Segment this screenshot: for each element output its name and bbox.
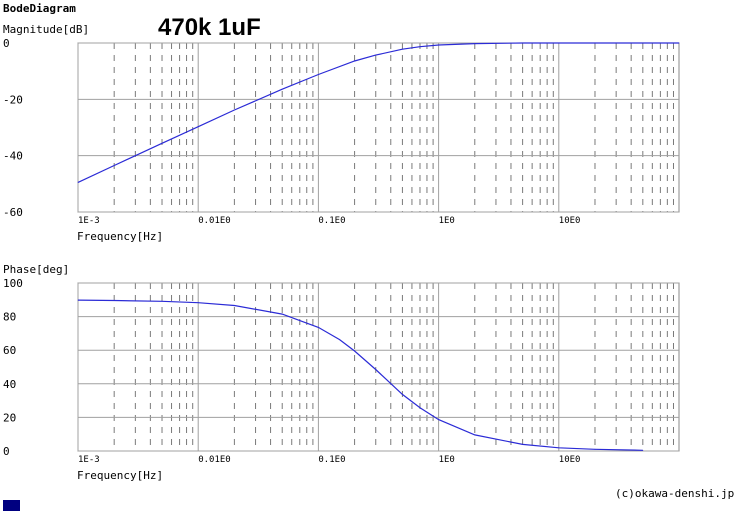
magnitude-series-line	[77, 42, 679, 183]
magnitude-data-point	[419, 46, 421, 48]
magnitude-plot: 0 -20 -40 -60 1E-3 0.01E0 0.1E0 1E0 10E0	[3, 37, 680, 226]
magnitude-data-point	[522, 42, 524, 44]
phase-data-point	[474, 434, 476, 436]
magnitude-data-point	[375, 54, 377, 56]
magnitude-ytick-label: -60	[3, 206, 23, 219]
phase-data-point	[354, 350, 355, 352]
app-title: BodeDiagram	[3, 2, 76, 15]
magnitude-data-point	[161, 142, 163, 144]
phase-data-point	[558, 447, 560, 449]
phase-plot: 100 80 60 40 20 0 1E-3 0.01E0 0.1E0 1E0 10E0	[3, 277, 680, 465]
phase-data-point	[642, 449, 644, 451]
magnitude-xtick-label: 1E-3	[78, 216, 100, 226]
magnitude-data-point	[438, 44, 439, 46]
phase-ytick-label: 100	[3, 277, 23, 290]
phase-data-point	[281, 313, 283, 315]
phase-data-point	[233, 305, 235, 306]
magnitude-data-point	[281, 88, 283, 90]
phase-xtick-label: 1E0	[439, 455, 455, 465]
magnitude-data-point	[318, 74, 319, 75]
magnitude-data-point	[113, 165, 115, 166]
phase-xtick-label: 1E-3	[78, 455, 100, 465]
phase-frame	[77, 282, 680, 452]
phase-data-point	[161, 300, 163, 302]
phase-xtick-label: 0.01E0	[198, 455, 231, 465]
phase-data-point	[522, 444, 524, 445]
phase-y-label: Phase[deg]	[3, 263, 69, 276]
phase-x-label: Frequency[Hz]	[77, 469, 163, 482]
magnitude-data-point	[77, 182, 79, 183]
magnitude-ytick-label: -20	[3, 93, 23, 106]
phase-data-point	[594, 448, 596, 450]
magnitude-data-point	[594, 42, 596, 44]
phase-data-point	[113, 300, 115, 301]
magnitude-xtick-label: 1E0	[439, 216, 455, 226]
magnitude-data-point	[558, 42, 560, 44]
magnitude-xtick-label: 0.1E0	[318, 216, 345, 226]
magnitude-data-point	[642, 42, 644, 44]
phase-data-point	[438, 419, 439, 420]
magnitude-x-label: Frequency[Hz]	[77, 230, 163, 243]
magnitude-data-point	[197, 126, 199, 128]
magnitude-frame	[77, 42, 680, 213]
phase-data-point	[402, 393, 403, 395]
magnitude-ytick-label: 0	[3, 37, 10, 50]
magnitude-data-point	[678, 42, 680, 44]
phase-ytick-label: 80	[3, 311, 16, 324]
magnitude-xtick-label: 0.01E0	[198, 216, 231, 226]
magnitude-data-point	[402, 48, 403, 50]
copyright-footer: (c)okawa-denshi.jp	[615, 487, 734, 500]
phase-xtick-label: 0.1E0	[318, 455, 345, 465]
magnitude-data-point	[354, 60, 355, 62]
corner-marker-swatch	[3, 500, 20, 511]
phase-data-point	[339, 339, 340, 341]
phase-data-point	[419, 407, 421, 409]
magnitude-ytick-label: -40	[3, 150, 23, 163]
phase-ytick-label: 0	[3, 445, 10, 458]
phase-data-point	[77, 299, 79, 301]
phase-ytick-label: 40	[3, 378, 16, 391]
phase-series-line	[77, 299, 643, 451]
phase-data-point	[197, 302, 199, 304]
circuit-annotation: 470k 1uF	[158, 14, 261, 41]
phase-xtick-label: 10E0	[559, 455, 581, 465]
magnitude-data-point	[474, 43, 476, 44]
phase-ytick-label: 60	[3, 344, 16, 357]
magnitude-xtick-label: 10E0	[559, 216, 581, 226]
phase-data-point	[318, 326, 319, 328]
phase-data-point	[375, 369, 377, 370]
magnitude-y-label: Magnitude[dB]	[3, 23, 89, 36]
magnitude-data-point	[233, 109, 235, 111]
phase-ytick-label: 20	[3, 411, 16, 424]
